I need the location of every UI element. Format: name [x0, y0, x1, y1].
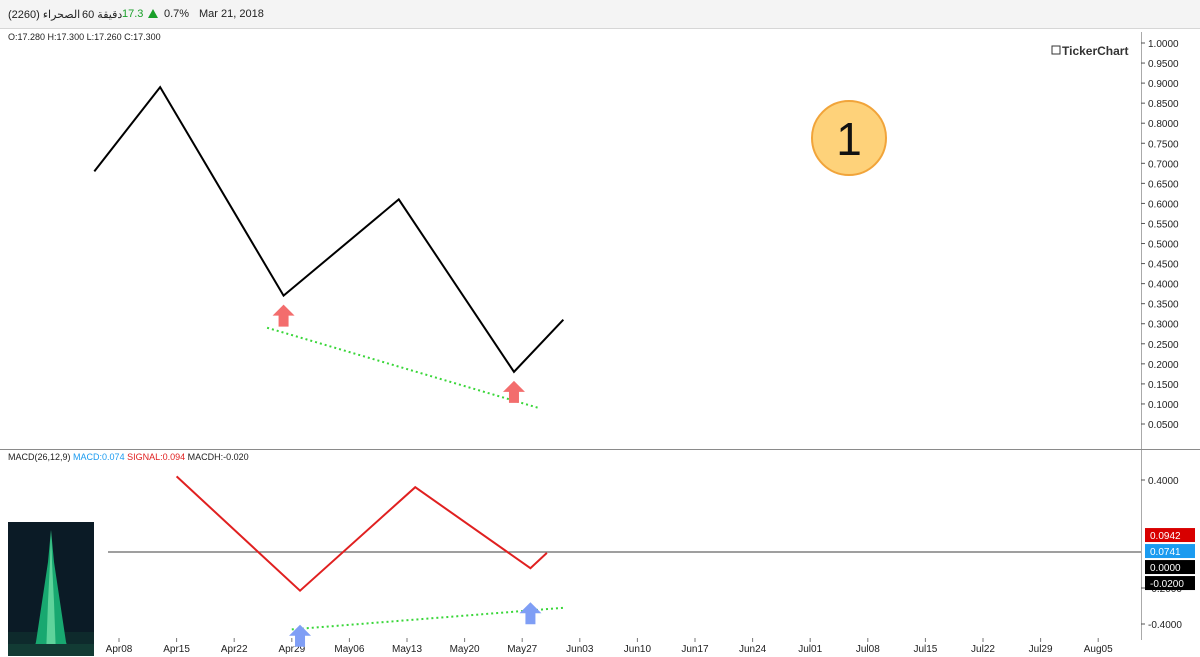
x-tick-label: Apr15 [163, 644, 190, 655]
price-tick-label: 0.7500 [1148, 139, 1179, 150]
change-percent: 0.7% [164, 8, 190, 20]
macd-value-tag-text: 0.0741 [1150, 547, 1181, 558]
macd-value-tag: 0.0942 [1145, 528, 1195, 543]
price-up-arrow-marker [502, 380, 525, 403]
interval-label[interactable]: 60 دقيقة [82, 9, 123, 21]
price-tick-label: 0.5000 [1148, 240, 1179, 251]
x-tick-label: Jul22 [971, 644, 995, 655]
price-up-arrow-marker [272, 304, 295, 327]
macd-value: MACD:0.074 [73, 452, 125, 462]
watermark: TickerChart [1051, 44, 1128, 58]
up-arrow-icon [148, 9, 158, 21]
price-tick-label: 0.2000 [1148, 360, 1179, 371]
price-tick-label: 0.8000 [1148, 119, 1179, 130]
x-tick-label: Jul15 [913, 644, 937, 655]
price-tick-label: 1.0000 [1148, 39, 1179, 50]
price-tick-label: 0.4000 [1148, 280, 1179, 291]
header-date: Mar 21, 2018 [199, 8, 264, 20]
ohlc-readout: O:17.280 H:17.300 L:17.260 C:17.300 [8, 32, 161, 42]
price-tick-label: 0.7000 [1148, 159, 1179, 170]
symbol-name[interactable]: الصحراء (2260) [8, 9, 81, 21]
x-tick-label: May27 [507, 644, 537, 655]
date-x-axis: Apr08 Apr15 Apr22 Apr29 May06 May13 May20 May27… [106, 638, 1113, 655]
macd-value-tag: -0.0200 [1145, 576, 1195, 591]
price-tick-label: 0.1000 [1148, 400, 1179, 411]
macd-tick-label: 0.4000 [1148, 476, 1179, 487]
x-tick-label: Jun03 [566, 644, 594, 655]
macd-up-arrow-marker [289, 624, 312, 647]
high-value: H:17.300 [47, 32, 85, 42]
macd-up-arrow-marker [519, 602, 542, 625]
low-value: L:17.260 [86, 32, 122, 42]
macd-value-tag: 0.0000 [1145, 560, 1195, 575]
price-tick-label: 0.3000 [1148, 320, 1179, 331]
price-line [93, 85, 565, 374]
macd-value-tags: 0.0942 0.0741 0.0000 -0.0200 [1145, 528, 1195, 591]
step-badge-number: 1 [836, 113, 862, 165]
macd-y-axis: 0.4000 -0.2000 -0.4000 [1141, 476, 1182, 631]
macd-name: MACD(26,12,9) [8, 452, 71, 462]
signal-value: SIGNAL:0.094 [127, 452, 186, 462]
macd-tick-label: -0.2000 [1148, 584, 1182, 595]
step-badge: 1 [811, 100, 887, 176]
price-tick-label: 0.6500 [1148, 179, 1179, 190]
macd-legend: MACD(26,12,9) MACD:0.074 SIGNAL:0.094 MA… [8, 452, 249, 462]
price-tick-label: 0.9000 [1148, 79, 1179, 90]
x-tick-label: Jun10 [624, 644, 652, 655]
macd-value-tag-text: -0.0200 [1150, 579, 1184, 590]
x-tick-label: May13 [392, 644, 422, 655]
price-tick-label: 0.8500 [1148, 99, 1179, 110]
price-tick-label: 0.1500 [1148, 380, 1179, 391]
x-tick-label: May06 [334, 644, 364, 655]
macd-value-tag-bg [1145, 576, 1195, 591]
x-tick-label: Jun17 [681, 644, 709, 655]
macd-value-tag-text: 0.0000 [1150, 563, 1181, 574]
watermark-text: TickerChart [1062, 44, 1128, 58]
x-tick-label: Jul01 [798, 644, 822, 655]
x-tick-label: Aug05 [1084, 644, 1113, 655]
price-tick-label: 0.9500 [1148, 59, 1179, 70]
macdh-value: MACDH:-0.020 [187, 452, 249, 462]
macd-signal-line [175, 475, 548, 593]
price-tick-label: 0.3500 [1148, 300, 1179, 311]
x-tick-label: Jul08 [856, 644, 880, 655]
macd-value-tag: 0.0741 [1145, 544, 1195, 559]
macd-value-tag-bg [1145, 544, 1195, 559]
price-tick-label: 0.6000 [1148, 199, 1179, 210]
macd-tick-label: -0.4000 [1148, 620, 1182, 631]
macd-value-tag-text: 0.0942 [1150, 531, 1181, 542]
last-price: 17.3 [122, 8, 144, 20]
macd-value-tag-bg [1145, 528, 1195, 543]
price-plot [93, 85, 565, 409]
x-tick-label: Jul29 [1029, 644, 1053, 655]
x-tick-label: Apr29 [278, 644, 305, 655]
price-tick-label: 0.2500 [1148, 340, 1179, 351]
chart-header: الصحراء (2260) 60 دقيقة 17.3 0.7% Mar 21… [0, 0, 1200, 29]
x-tick-label: Jun24 [739, 644, 767, 655]
macd-trendline [291, 606, 564, 631]
open-value: O:17.280 [8, 32, 46, 42]
x-tick-label: May20 [450, 644, 480, 655]
macd-value-tag-bg [1145, 560, 1195, 575]
close-value: C:17.300 [124, 32, 161, 42]
price-tick-label: 0.5500 [1148, 219, 1179, 230]
price-trendline [266, 326, 539, 409]
chart-logo-icon [1051, 45, 1061, 55]
x-tick-label: Apr08 [106, 644, 133, 655]
price-tick-label: 0.0500 [1148, 420, 1179, 431]
price-y-axis: 1.0000 0.9500 0.9000 0.8500 0.8000 0.7500 0.70… [1141, 39, 1179, 431]
macd-plot [108, 475, 1141, 647]
tower-photo [8, 522, 94, 656]
price-tick-label: 0.4500 [1148, 260, 1179, 271]
x-tick-label: Apr22 [221, 644, 248, 655]
